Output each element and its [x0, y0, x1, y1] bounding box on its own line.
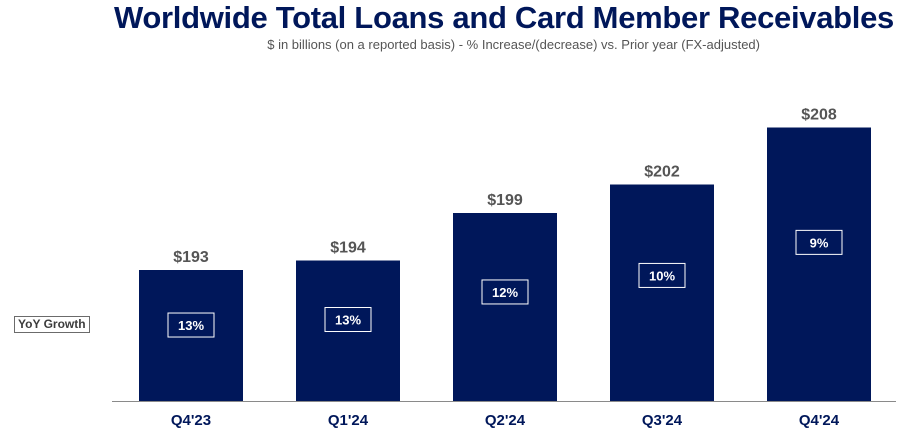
growth-box-0: [167, 312, 215, 338]
value-label-3: $202: [644, 164, 680, 181]
growth-label-0: 13%: [178, 318, 204, 333]
growth-box-4: [795, 229, 843, 255]
value-label-1: $194: [330, 240, 366, 257]
bar-2: [453, 213, 557, 401]
category-label-1: Q1'24: [328, 412, 369, 429]
category-label-2: Q2'24: [485, 412, 526, 429]
growth-box-2: [481, 279, 529, 305]
category-label-0: Q4'23: [171, 412, 211, 429]
bar-1: [296, 260, 400, 401]
yoy-growth-label: YoY Growth: [14, 316, 90, 333]
bar-4: [767, 127, 871, 401]
chart-title: Worldwide Total Loans and Card Member Re…: [113, 0, 894, 35]
growth-box-3: [638, 262, 686, 288]
value-label-0: $193: [173, 249, 209, 266]
growth-label-1: 13%: [335, 313, 361, 328]
value-label-2: $199: [487, 192, 523, 209]
growth-label-3: 10%: [649, 268, 675, 283]
growth-label-2: 12%: [492, 285, 518, 300]
category-label-3: Q3'24: [642, 412, 683, 429]
bar-0: [139, 270, 243, 401]
category-label-4: Q4'24: [799, 412, 840, 429]
growth-box-1: [324, 307, 372, 333]
growth-label-4: 9%: [810, 235, 829, 250]
bar-3: [610, 184, 714, 401]
chart-subtitle: $ in billions (on a reported basis) - % …: [267, 37, 760, 52]
value-label-4: $208: [801, 107, 837, 124]
